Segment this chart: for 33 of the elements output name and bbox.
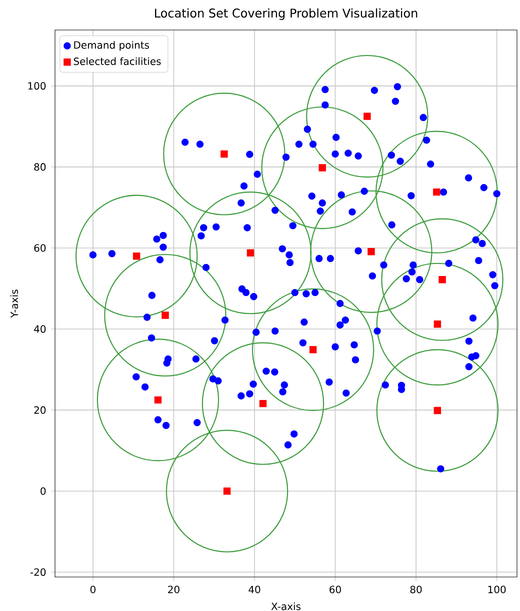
x-tick-label: 20 [168, 586, 180, 594]
x-axis-title: X-axis [271, 602, 301, 610]
x-tick-label: 80 [410, 586, 422, 594]
legend-label: Selected facilities [74, 57, 161, 66]
point [433, 188, 440, 196]
y-tick-label: 100 [28, 82, 46, 90]
point [318, 164, 326, 172]
point [259, 400, 267, 408]
point [434, 320, 442, 328]
point [132, 252, 140, 260]
y-axis-title: Y-axis [10, 290, 18, 318]
point [368, 248, 375, 256]
point [246, 249, 254, 256]
point [309, 346, 317, 354]
point [434, 406, 442, 414]
point [162, 312, 169, 319]
legend-label: Demand points [74, 41, 150, 51]
point [154, 396, 162, 404]
point [220, 150, 228, 158]
chart-title: Location Set Covering Problem Visualization [155, 8, 418, 20]
point [223, 487, 231, 495]
y-tick-label: -20 [30, 568, 46, 576]
x-tick-label: 60 [330, 586, 341, 594]
point [438, 276, 446, 284]
y-tick-label: 80 [34, 163, 46, 171]
y-tick-label: 0 [40, 487, 46, 495]
x-tick-label: 40 [248, 586, 260, 594]
x-tick-label: 100 [488, 586, 506, 594]
y-tick-label: 40 [34, 325, 46, 333]
y-tick-label: 20 [34, 406, 46, 414]
y-tick-label: 60 [34, 244, 46, 252]
x-tick-label: 0 [90, 586, 96, 594]
point [364, 112, 371, 120]
